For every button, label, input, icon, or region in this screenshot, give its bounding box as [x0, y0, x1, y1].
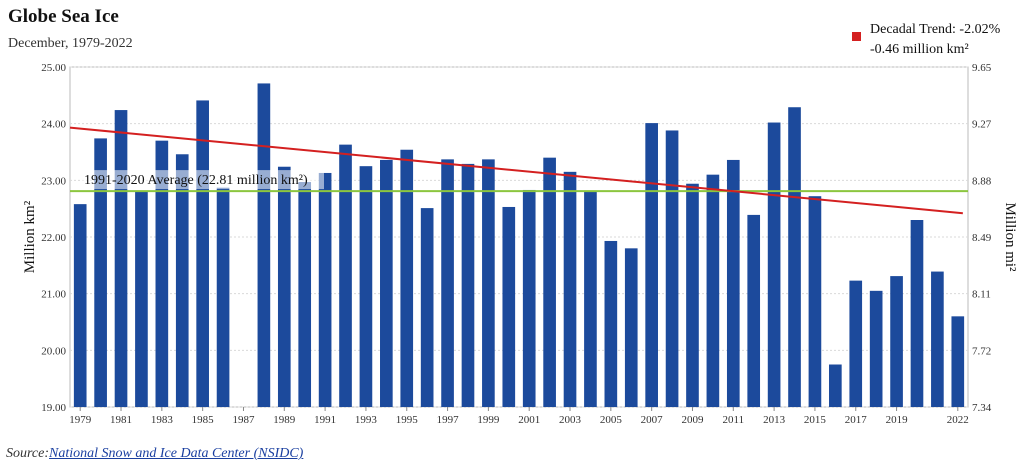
- bar-1981: [114, 110, 128, 408]
- bar-1994: [380, 159, 393, 407]
- bar-1980: [94, 138, 107, 407]
- y-tick-right: 7.34: [972, 402, 992, 414]
- legend-trend-label: Decadal Trend: -2.02%: [870, 22, 1001, 37]
- x-tick-label: 2009: [681, 414, 704, 426]
- y-tick-left: 19.00: [41, 402, 66, 414]
- bar-2007: [645, 123, 658, 407]
- y-tick-left: 21.00: [41, 289, 66, 301]
- x-tick-label: 2003: [559, 414, 582, 426]
- x-tick-label: 2011: [722, 414, 744, 426]
- y-tick-right: 8.49: [972, 232, 992, 244]
- bar-1985: [196, 100, 209, 407]
- average-label: 1991-2020 Average (22.81 million km²): [84, 173, 308, 188]
- y-tick-right: 7.72: [972, 345, 991, 357]
- bar-1990: [298, 182, 312, 407]
- bar-1999: [482, 159, 495, 407]
- average-label-bg: [82, 170, 324, 190]
- bar-1998: [461, 163, 475, 407]
- bar-2022: [951, 316, 965, 407]
- bar-1982: [135, 190, 148, 407]
- bar-2012: [747, 214, 761, 407]
- bar-1996: [420, 208, 434, 407]
- x-tick-label: 2015: [804, 414, 827, 426]
- y-tick-left: 23.00: [41, 175, 66, 187]
- bar-1991: [318, 172, 332, 407]
- bar-2015: [808, 196, 822, 407]
- x-tick-label: 1985: [192, 414, 215, 426]
- x-tick-label: 1979: [69, 414, 92, 426]
- bar-1979: [73, 204, 87, 407]
- source-link[interactable]: National Snow and Ice Data Center (NSIDC…: [49, 446, 304, 461]
- bar-2005: [604, 240, 618, 407]
- x-tick-label: 1983: [151, 414, 174, 426]
- x-tick-label: 1981: [110, 414, 132, 426]
- y-tick-left: 24.00: [41, 119, 66, 131]
- bar-1995: [400, 149, 414, 407]
- bar-2016: [829, 364, 842, 407]
- y-axis-title-left: Million km²: [22, 200, 38, 273]
- bar-2013: [767, 122, 781, 408]
- source-prefix: Source:: [6, 446, 50, 461]
- bar-2010: [706, 174, 720, 407]
- x-tick-label: 1999: [477, 414, 500, 426]
- x-tick-label: 2001: [518, 414, 540, 426]
- x-tick-label: 1989: [273, 414, 296, 426]
- bar-1997: [441, 159, 454, 407]
- bar-2020: [910, 220, 924, 407]
- x-tick-label: 2005: [600, 414, 623, 426]
- y-tick-right: 8.88: [972, 175, 992, 187]
- source-credit: Source:National Snow and Ice Data Center…: [6, 446, 303, 462]
- bar-2019: [890, 276, 903, 407]
- x-tick-label: 2017: [845, 414, 868, 426]
- x-tick-label: 1987: [232, 414, 255, 426]
- bar-2003: [563, 171, 577, 407]
- bar-2018: [869, 290, 883, 407]
- bar-2009: [686, 183, 699, 407]
- bar-1989: [277, 166, 291, 407]
- bar-2021: [931, 271, 944, 407]
- x-tick-label: 1991: [314, 414, 336, 426]
- bar-1993: [359, 166, 373, 407]
- legend-trend-swatch: [852, 32, 861, 41]
- bar-2008: [665, 130, 679, 407]
- y-axis-title-right: Million mi²: [1002, 202, 1018, 272]
- bar-2004: [584, 191, 597, 407]
- bar-2011: [726, 159, 740, 407]
- x-tick-label: 1997: [437, 414, 460, 426]
- bar-2014: [788, 107, 801, 407]
- bar-2000: [502, 206, 516, 407]
- x-tick-label: 2007: [641, 414, 664, 426]
- bar-2017: [849, 280, 863, 407]
- bar-1992: [339, 144, 352, 407]
- sea-ice-bar-chart: 19.00 7.34 20.00 7.72 21.00 8.11 22.00 8.49 23.0…: [22, 62, 1018, 426]
- trend-line: [69, 126, 963, 215]
- bar-1984: [175, 154, 189, 407]
- chart-subtitle: December, 1979-2022: [8, 36, 133, 51]
- x-tick-label: 2019: [886, 414, 909, 426]
- bar-1983: [155, 140, 169, 407]
- chart-title: Globe Sea Ice: [8, 6, 119, 27]
- y-tick-left: 25.00: [41, 62, 66, 74]
- bar-1988: [257, 83, 271, 407]
- bar-2001: [522, 189, 536, 407]
- y-tick-right: 9.27: [972, 119, 992, 131]
- bar-2002: [543, 157, 556, 407]
- x-tick-label: 1993: [355, 414, 378, 426]
- x-tick-label: 1995: [396, 414, 419, 426]
- y-tick-right: 8.11: [972, 289, 991, 301]
- y-tick-left: 20.00: [41, 345, 66, 357]
- y-tick-right: 9.65: [972, 62, 992, 74]
- y-tick-left: 22.00: [41, 232, 66, 244]
- x-tick-label: 2022: [947, 414, 969, 426]
- legend-trend-value: -0.46 million km²: [870, 42, 969, 57]
- bar-1986: [216, 187, 230, 407]
- bar-2006: [624, 248, 638, 407]
- x-tick-label: 2013: [763, 414, 786, 426]
